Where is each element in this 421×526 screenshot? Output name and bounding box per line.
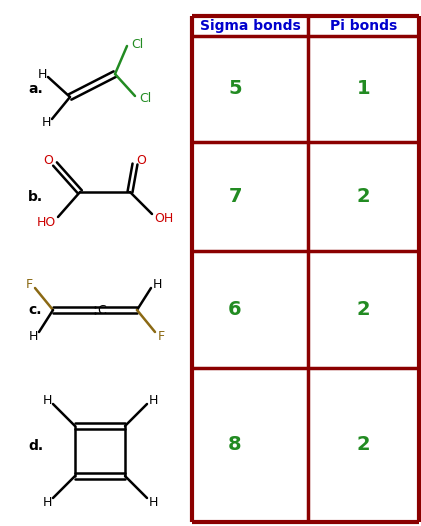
Text: 2: 2 — [357, 300, 370, 319]
Text: 5: 5 — [228, 79, 242, 98]
Text: H: H — [37, 68, 47, 82]
Text: H: H — [43, 393, 52, 407]
Text: 2: 2 — [357, 187, 370, 206]
Text: F: F — [157, 329, 165, 342]
Text: H: H — [41, 116, 51, 129]
Text: F: F — [25, 278, 32, 290]
Text: 2: 2 — [357, 436, 370, 454]
Text: a.: a. — [28, 82, 43, 96]
Text: Cl: Cl — [131, 37, 143, 50]
Text: c.: c. — [28, 303, 42, 317]
Text: 6: 6 — [228, 300, 242, 319]
Text: Cl: Cl — [139, 93, 151, 106]
Text: H: H — [152, 278, 162, 290]
Text: O: O — [43, 154, 53, 167]
Text: H: H — [148, 495, 158, 509]
Text: H: H — [28, 329, 38, 342]
Text: b.: b. — [28, 190, 43, 204]
Text: O: O — [136, 154, 146, 167]
Text: d.: d. — [28, 439, 43, 453]
Text: Sigma bonds: Sigma bonds — [200, 19, 300, 33]
Text: HO: HO — [36, 216, 56, 228]
Text: 8: 8 — [228, 436, 242, 454]
Text: 7: 7 — [228, 187, 242, 206]
Text: 1: 1 — [357, 79, 370, 98]
Text: H: H — [148, 393, 158, 407]
Text: C: C — [98, 304, 107, 317]
Text: OH: OH — [155, 211, 173, 225]
Text: Pi bonds: Pi bonds — [330, 19, 397, 33]
Text: H: H — [43, 495, 52, 509]
